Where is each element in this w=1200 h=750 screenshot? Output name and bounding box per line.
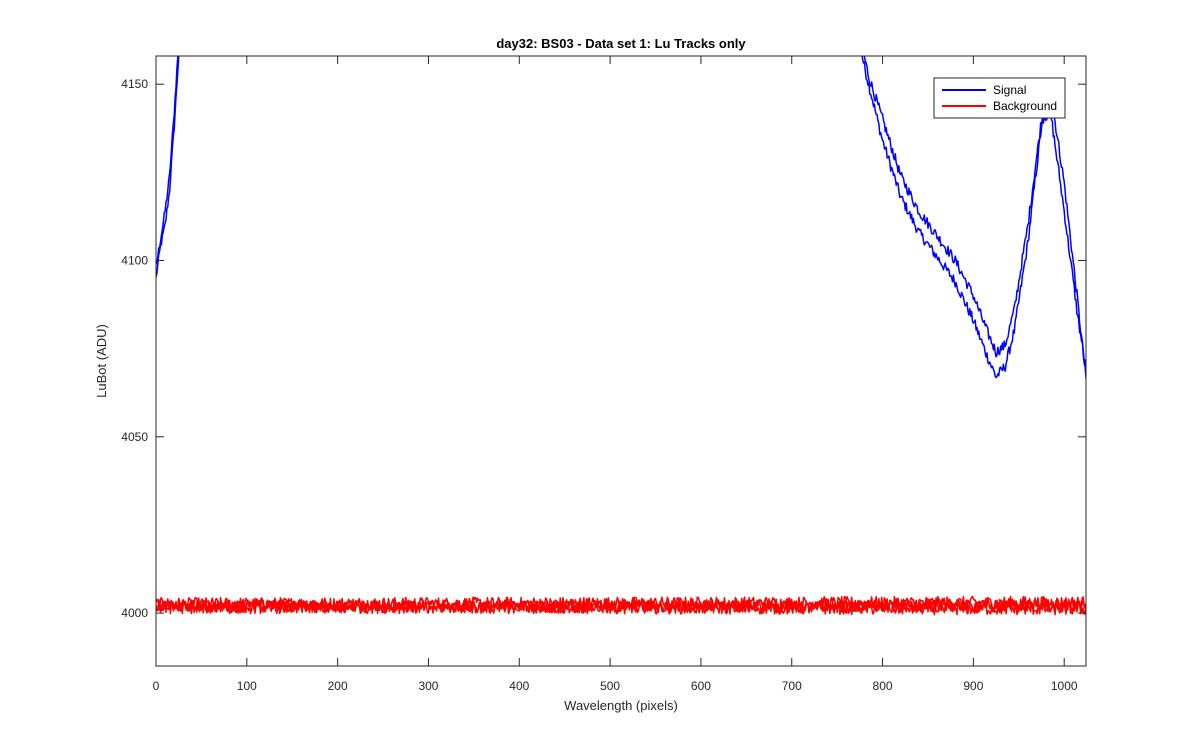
series-line-background-5 <box>156 599 1086 616</box>
series-line-background-6 <box>156 599 1086 615</box>
x-tick-label: 500 <box>600 679 620 693</box>
legend-label-background: Background <box>993 99 1057 113</box>
x-tick-label: 1000 <box>1051 679 1078 693</box>
y-axis: 4000 4050 4100 4150 <box>121 77 1086 620</box>
x-tick-label: 200 <box>328 679 348 693</box>
x-tick-label: 400 <box>509 679 529 693</box>
x-tick-label: 300 <box>418 679 438 693</box>
x-tick-label: 700 <box>782 679 802 693</box>
legend: Signal Background <box>933 77 1066 119</box>
y-tick-label: 4150 <box>121 77 148 91</box>
x-axis-label: Wavelength (pixels) <box>564 698 678 713</box>
x-tick-label: 800 <box>873 679 893 693</box>
x-tick-label: 100 <box>237 679 257 693</box>
y-tick-label: 4100 <box>121 254 148 268</box>
y-tick-label: 4050 <box>121 430 148 444</box>
y-axis-label: LuBot (ADU) <box>94 324 109 398</box>
x-axis: 0 100 200 300 400 500 600 700 800 900 1000 <box>153 56 1078 693</box>
plot-area <box>156 56 1086 666</box>
legend-label-signal: Signal <box>993 83 1026 97</box>
x-tick-label: 600 <box>691 679 711 693</box>
series-line-signal-1 <box>156 56 179 265</box>
series-layer <box>156 56 1086 616</box>
series-line-signal-0 <box>156 56 180 277</box>
axes-box <box>155 55 1087 667</box>
x-tick-label: 0 <box>153 679 160 693</box>
y-tick-label: 4000 <box>121 606 148 620</box>
chart-title: day32: BS03 - Data set 1: Lu Tracks only <box>496 36 746 51</box>
x-tick-label: 900 <box>963 679 983 693</box>
legend-box <box>933 77 1066 119</box>
